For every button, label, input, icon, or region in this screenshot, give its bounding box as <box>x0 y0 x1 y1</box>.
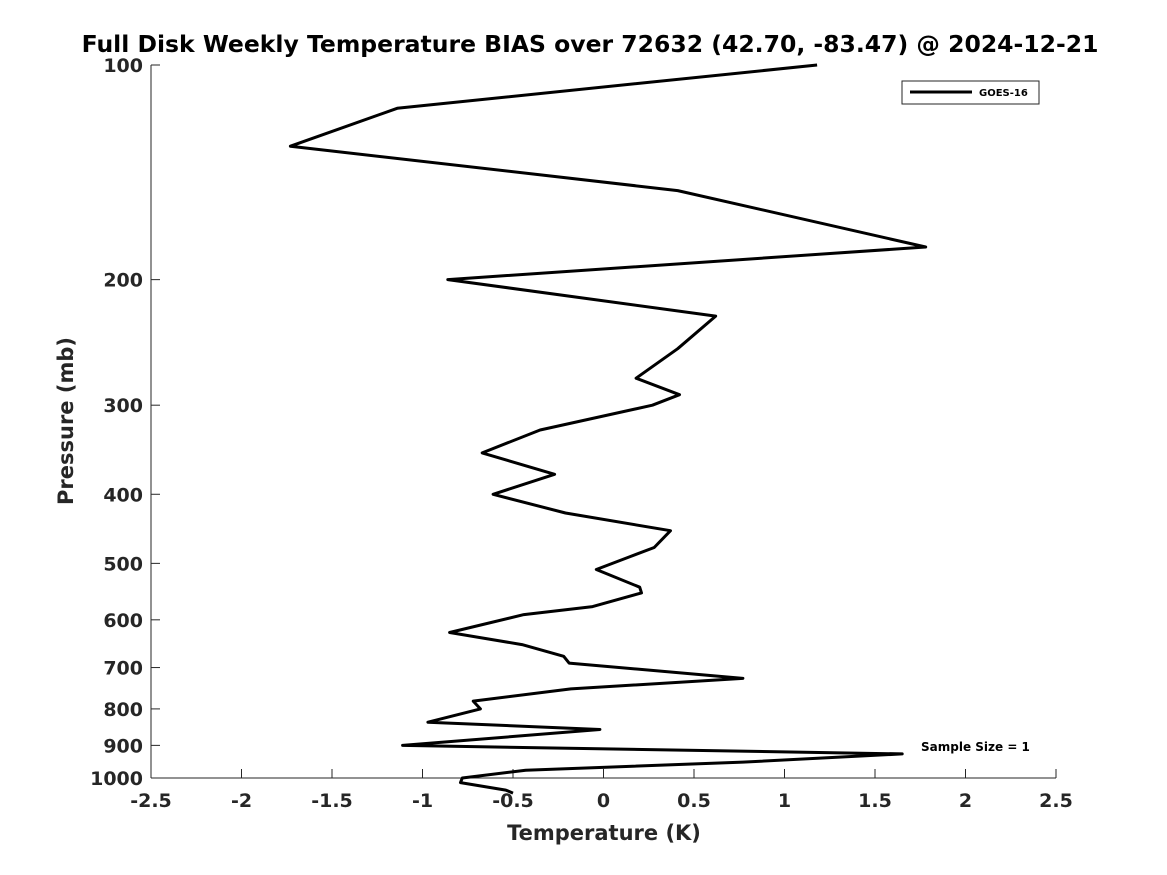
y-tick-label: 100 <box>103 55 143 77</box>
x-tick-label: -1.5 <box>311 790 353 812</box>
x-axis-title: Temperature (K) <box>507 821 701 845</box>
x-tick-label: 2.5 <box>1039 790 1073 812</box>
x-tick-label: -2.5 <box>130 790 172 812</box>
x-tick-label: 0.5 <box>677 790 711 812</box>
x-ticks: -2.5 -2 -1.5 -1 -0.5 0 0.5 1 1.5 2 2.5 <box>130 769 1073 812</box>
x-tick-label: 1.5 <box>858 790 892 812</box>
y-tick-label: 500 <box>103 553 143 575</box>
x-tick-label: -0.5 <box>492 790 534 812</box>
chart-title: Full Disk Weekly Temperature BIAS over 7… <box>82 30 1099 58</box>
y-axis-title: Pressure (mb) <box>54 337 78 505</box>
y-tick-label: 1000 <box>90 768 143 790</box>
series-layer <box>288 63 928 795</box>
x-tick-label: 2 <box>959 790 972 812</box>
y-tick-label: 300 <box>103 395 143 417</box>
x-tick-label: -1 <box>412 790 433 812</box>
y-tick-label: 900 <box>103 735 143 757</box>
sample-size-annotation: Sample Size = 1 <box>921 740 1030 754</box>
x-tick-label: -2 <box>231 790 252 812</box>
x-tick-label: 0 <box>597 790 610 812</box>
y-tick-label: 800 <box>103 699 143 721</box>
y-tick-label: 200 <box>103 270 143 292</box>
legend: GOES-16 <box>901 80 1040 105</box>
y-tick-label: 400 <box>103 484 143 506</box>
x-tick-label: 1 <box>778 790 791 812</box>
y-ticks: 100 200 300 400 500 600 700 800 900 1000 <box>90 55 160 790</box>
y-tick-label: 700 <box>103 658 143 680</box>
legend-label-goes16: GOES-16 <box>979 88 1028 99</box>
y-tick-label: 600 <box>103 610 143 632</box>
series-line-goes16 <box>288 63 928 795</box>
